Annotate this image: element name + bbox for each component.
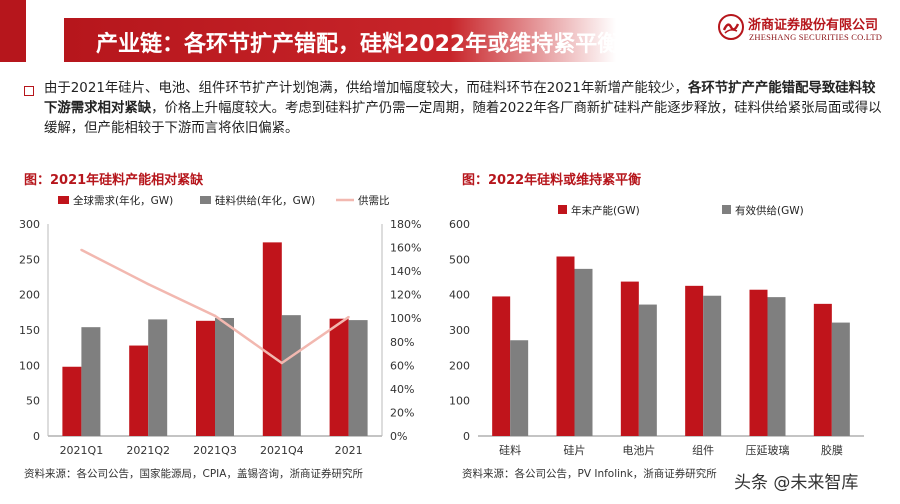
bar-supply <box>348 320 368 436</box>
y-tick-label: 600 <box>449 218 470 231</box>
ratio-point <box>213 314 217 318</box>
bar-demand <box>329 318 349 436</box>
y2-tick-label: 0% <box>390 430 407 443</box>
y-tick-label: 200 <box>449 359 470 372</box>
legend-swatch-capacity <box>558 205 567 214</box>
y2-tick-label: 120% <box>390 289 421 302</box>
y-tick-label: 500 <box>449 253 470 266</box>
bar-capacity <box>492 296 511 436</box>
bar-capacity <box>620 281 639 436</box>
x-tick-label: 2021Q2 <box>126 444 170 457</box>
x-tick-label: 硅料 <box>499 443 521 457</box>
x-tick-label: 2021 <box>335 444 363 457</box>
legend-swatch-effective <box>722 205 731 214</box>
left-figure-title: 图：2021年硅料产能相对紧缺 <box>24 173 204 188</box>
y2-tick-label: 180% <box>390 218 421 231</box>
y2-tick-label: 140% <box>390 265 421 278</box>
bar-capacity <box>749 289 768 436</box>
right-figure-title: 图：2022年硅料或维持紧平衡 <box>462 173 642 188</box>
legend-label-effective: 有效供给(GW) <box>735 204 804 217</box>
y-tick-label: 100 <box>449 395 470 408</box>
company-logo: 浙商证券股份有限公司 ZHESHANG SECURITIES CO.LTD <box>718 12 888 46</box>
legend-label-demand: 全球需求(年化，GW) <box>73 194 173 207</box>
y-tick-label: 300 <box>449 324 470 337</box>
title-band <box>64 18 616 62</box>
y2-tick-label: 100% <box>390 312 421 325</box>
x-tick-label: 压延玻璃 <box>746 443 790 457</box>
right-figure-source: 资料来源：各公司公告，PV Infolink，浙商证券研究所 <box>462 468 717 480</box>
y-tick-label: 300 <box>19 218 40 231</box>
legend-label-capacity: 年末产能(GW) <box>571 204 640 217</box>
company-name-cn: 浙商证券股份有限公司 <box>748 18 879 33</box>
y2-tick-label: 160% <box>390 242 421 255</box>
x-tick-label: 组件 <box>692 443 714 457</box>
watermark: 头条 @未来智库 <box>734 473 859 493</box>
bar-demand <box>196 320 215 436</box>
y-tick-label: 0 <box>463 430 470 443</box>
paragraph-highlight: 各环节扩产产能错配导致硅料较下游需求相对紧缺 <box>44 81 876 116</box>
y2-tick-label: 60% <box>390 359 414 372</box>
y-tick-label: 0 <box>33 430 40 443</box>
legend-swatch-demand <box>58 196 69 204</box>
accent-bar <box>0 0 26 62</box>
bar-supply <box>148 319 168 436</box>
legend-label-supply: 硅料供给(年化，GW) <box>215 194 315 207</box>
x-tick-label: 2021Q3 <box>193 444 237 457</box>
bar-demand <box>262 242 282 436</box>
summary-paragraph: 由于2021年硅片、电池、组件环节扩产计划饱满，供给增加幅度较大，而硅料环节在2… <box>44 79 884 139</box>
x-tick-label: 硅片 <box>564 444 586 457</box>
ratio-point <box>280 361 283 365</box>
company-name-en: ZHESHANG SECURITIES CO.LTD <box>749 32 883 42</box>
left-figure-source: 资料来源：各公司公告，国家能源局，CPIA，盖锡咨询，浙商证券研究所 <box>24 468 363 480</box>
x-tick-label: 2021Q4 <box>260 444 304 457</box>
page-title: 产业链：各环节扩产错配，硅料2022年或维持紧平衡 <box>96 32 620 57</box>
y2-tick-label: 20% <box>390 406 414 419</box>
paragraph-text-2: ，价格上升幅度较大。考虑到硅料扩产仍需一定周期，随着2022年各厂商新扩硅料产能… <box>44 101 882 136</box>
bar-effective <box>767 297 786 436</box>
bar-effective <box>831 322 850 436</box>
bar-demand <box>129 345 149 436</box>
y-tick-label: 50 <box>26 395 40 408</box>
bar-effective <box>510 340 529 436</box>
y-tick-label: 100 <box>19 359 40 372</box>
y2-tick-label: 80% <box>390 336 414 349</box>
y2-tick-label: 40% <box>390 383 414 396</box>
bullet-square-icon <box>24 86 34 96</box>
y-tick-label: 400 <box>449 289 470 302</box>
bar-effective <box>703 295 722 436</box>
y-tick-label: 200 <box>19 289 40 302</box>
bar-demand <box>62 366 82 436</box>
bar-capacity <box>556 256 575 436</box>
supply-demand-chart: 全球需求(年化，GW) 硅料供给(年化，GW) 供需比 0 50 100 150 200 250… <box>19 194 421 457</box>
ratio-point <box>80 248 83 252</box>
x-tick-label: 2021Q1 <box>60 444 104 457</box>
company-logo-icon <box>718 14 744 40</box>
y-tick-label: 150 <box>19 324 40 337</box>
paragraph-text-1: 由于2021年硅片、电池、组件环节扩产计划饱满，供给增加幅度较大，而硅料环节在2… <box>44 81 688 96</box>
bar-effective <box>574 268 593 436</box>
capacity-chart: 年末产能(GW) 有效供给(GW) 0 100 200 300 400 500 600 硅料 硅片 电… <box>449 204 864 457</box>
x-tick-label: 电池片 <box>622 444 655 457</box>
y-tick-label: 250 <box>19 253 40 266</box>
x-tick-label: 胶膜 <box>821 443 843 457</box>
bar-capacity <box>813 303 832 436</box>
ratio-point <box>347 315 350 319</box>
legend-swatch-supply <box>200 196 211 204</box>
bar-capacity <box>685 285 704 436</box>
bar-effective <box>638 304 657 436</box>
bar-supply <box>281 315 301 436</box>
ratio-point <box>147 282 150 286</box>
legend-label-ratio: 供需比 <box>358 194 390 207</box>
bar-supply <box>81 327 101 436</box>
bar-supply <box>215 317 234 436</box>
